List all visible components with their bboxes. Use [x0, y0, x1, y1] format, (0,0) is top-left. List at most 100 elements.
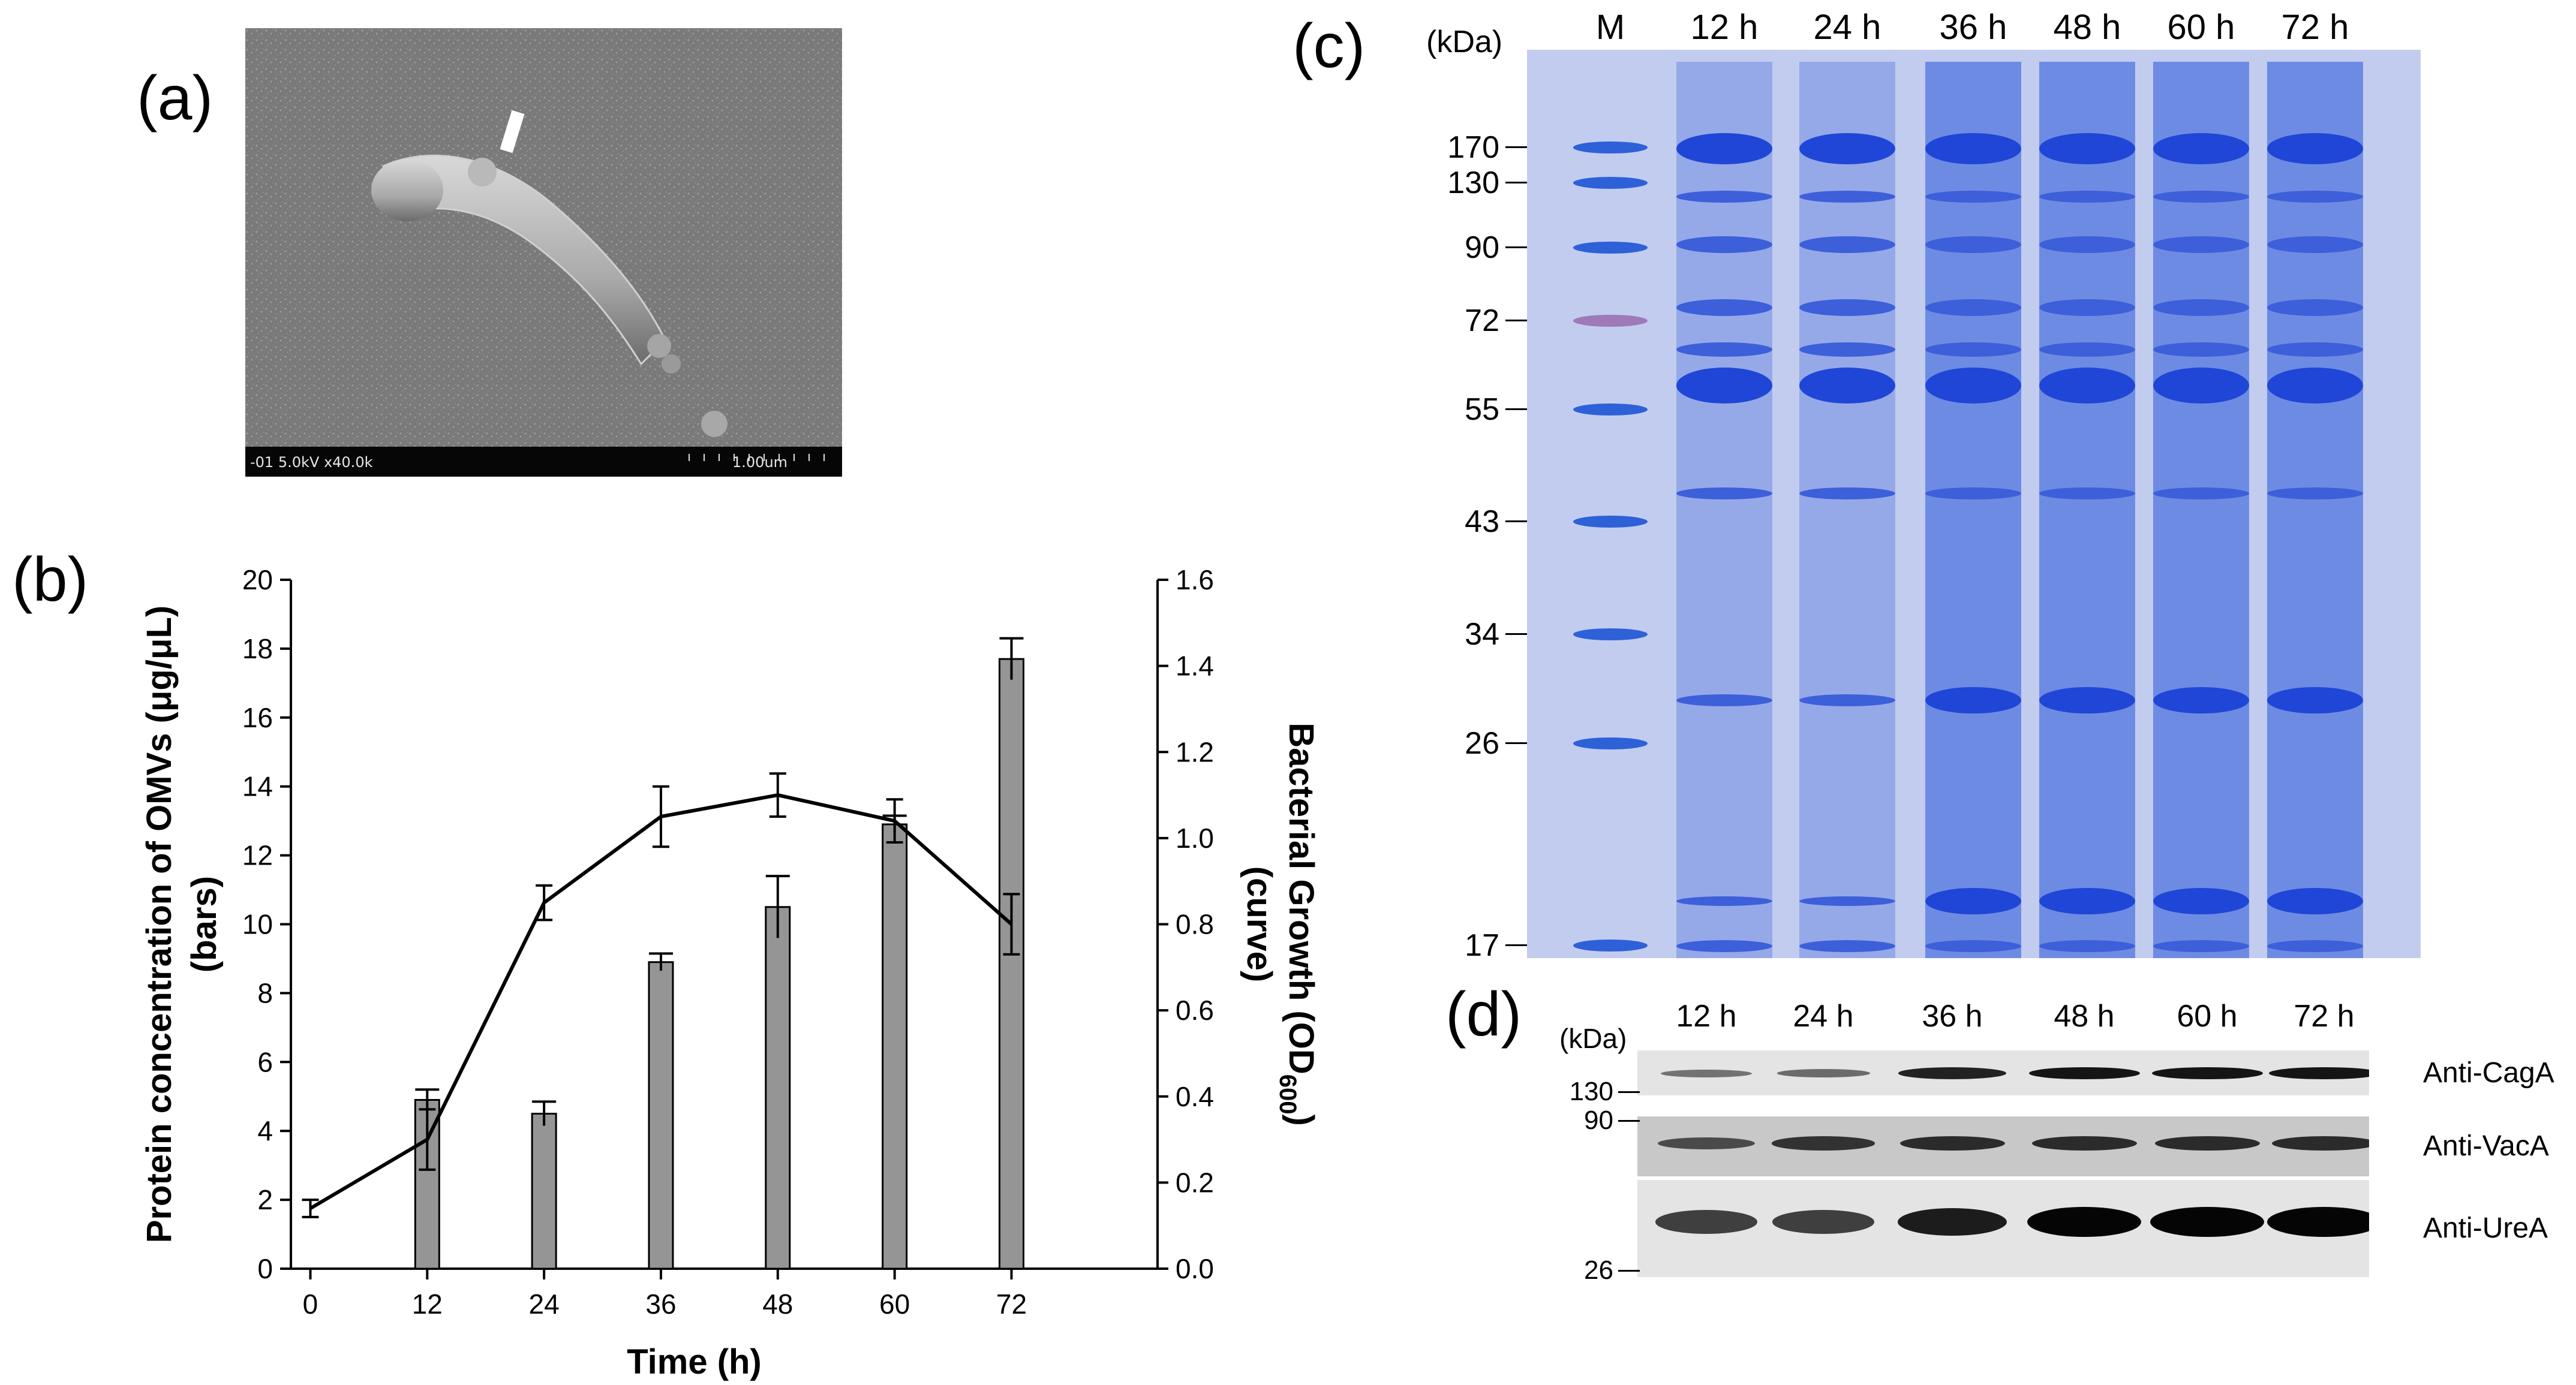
bar [648, 961, 674, 1270]
y-tick-label: 16 [242, 702, 273, 733]
marker-band [1573, 737, 1648, 749]
western-band [1655, 1210, 1757, 1234]
sem-info-left: -01 5.0kV x40.0k [250, 454, 373, 471]
protein-band [1799, 342, 1895, 357]
protein-band [1676, 487, 1772, 499]
y2-tick-label: 1.2 [1176, 736, 1214, 767]
antibody-label: Anti-VacA [2423, 1130, 2549, 1162]
x-tick-label: 24 [529, 1288, 560, 1320]
protein-band [1676, 940, 1772, 952]
y-tick-label: 8 [257, 977, 273, 1008]
gel-lane-label: 60 h [2167, 8, 2235, 47]
y-tick-label: 0 [257, 1253, 273, 1284]
gel-marker-tick [1505, 633, 1527, 635]
western-marker-label: 130 [1569, 1077, 1613, 1106]
western-marker-tick [1618, 1120, 1640, 1122]
protein-band [2153, 368, 2249, 404]
protein-band [1925, 687, 2021, 713]
western-band [1657, 1137, 1756, 1149]
chart-marks: 024681012141618200.00.20.40.60.81.01.21.… [140, 564, 1321, 1381]
western-strip [1637, 1116, 2369, 1176]
vesicle-icon [468, 158, 497, 186]
y2-tick-label: 0.2 [1176, 1167, 1214, 1198]
protein-band [1676, 896, 1772, 906]
gel-image [1527, 50, 2421, 958]
western-band [2031, 1136, 2137, 1151]
gel-marker-label: 34 [1465, 617, 1499, 652]
bar [765, 906, 791, 1270]
protein-band [2039, 191, 2135, 203]
panel-label-c: (c) [1292, 11, 1366, 81]
y2-tick-label: 0.4 [1176, 1081, 1214, 1112]
protein-band [1799, 299, 1895, 316]
protein-band [2267, 368, 2363, 404]
protein-band [2153, 236, 2249, 253]
gel-lane-label: 24 h [1813, 8, 1881, 47]
y-tick-label: 4 [257, 1115, 273, 1146]
protein-band [1799, 191, 1895, 203]
gel-marker-tick [1505, 246, 1527, 248]
gel-marker-label: 43 [1465, 504, 1499, 539]
protein-band [1676, 133, 1772, 164]
omv-growth-chart: 024681012141618200.00.20.40.60.81.01.21.… [140, 564, 1321, 1381]
protein-band [1676, 368, 1772, 404]
western-band [2154, 1136, 2260, 1151]
protein-band [2267, 687, 2363, 713]
western-band [1899, 1136, 2005, 1151]
marker-band [1573, 940, 1648, 952]
y-axis-title-line1: Protein concentration of OMVs (μg/μL) [140, 606, 179, 1243]
protein-band [1925, 342, 2021, 357]
sds-page-gel [1527, 50, 2421, 958]
western-band [2267, 1206, 2369, 1238]
protein-band [1925, 236, 2021, 253]
protein-band [2039, 368, 2135, 404]
western-marker-label: 26 [1584, 1255, 1613, 1285]
x-tick-label: 36 [645, 1288, 676, 1320]
marker-band [1573, 628, 1648, 640]
western-strip [1637, 1180, 2369, 1277]
y-axis-title-line2: (bars) [185, 876, 224, 972]
sample-lane [1676, 62, 1772, 958]
protein-band [2153, 191, 2249, 203]
western-band [1772, 1210, 1874, 1234]
protein-band [1799, 236, 1895, 253]
protein-band [2153, 940, 2249, 952]
y-tick-label: 12 [242, 840, 273, 871]
western-band [1660, 1069, 1753, 1077]
western-unit-label: (kDa) [1559, 1023, 1627, 1054]
protein-band [1799, 896, 1895, 906]
gel-lane-label: 72 h [2281, 8, 2349, 47]
sem-image [245, 28, 842, 477]
gel-unit-label: (kDa) [1426, 25, 1503, 59]
protein-band [2039, 236, 2135, 253]
panel-label-d: (d) [1445, 980, 1522, 1049]
antibody-label: Anti-CagA [2423, 1056, 2554, 1089]
protein-band [2039, 687, 2135, 713]
antibody-label: Anti-UreA [2423, 1212, 2548, 1244]
western-band [2027, 1206, 2141, 1238]
y2-axis-title-line2: (curve) [1240, 866, 1279, 982]
western-band [1777, 1069, 1870, 1077]
protein-band [1676, 191, 1772, 203]
x-tick-label: 60 [879, 1288, 910, 1320]
protein-band [2267, 342, 2363, 357]
western-marker-tick [1618, 1270, 1640, 1272]
protein-band [1925, 133, 2021, 164]
protein-band [2153, 487, 2249, 499]
western-lane-label: 72 h [2294, 999, 2355, 1034]
gel-lane-label: 48 h [2053, 8, 2121, 47]
gel-lane-label: 12 h [1690, 8, 1759, 47]
sample-lane [1799, 62, 1895, 958]
sem-info-bar [245, 447, 842, 477]
x-tick-label: 12 [412, 1288, 443, 1320]
marker-band [1573, 177, 1648, 189]
protein-band [1676, 694, 1772, 706]
y2-tick-label: 1.6 [1176, 564, 1214, 595]
protein-band [2153, 342, 2249, 357]
marker-band [1573, 141, 1648, 153]
protein-band [2039, 342, 2135, 357]
arrow-icon [500, 110, 525, 153]
protein-band [2039, 487, 2135, 499]
x-axis-title: Time (h) [627, 1342, 762, 1381]
protein-band [2039, 888, 2135, 914]
